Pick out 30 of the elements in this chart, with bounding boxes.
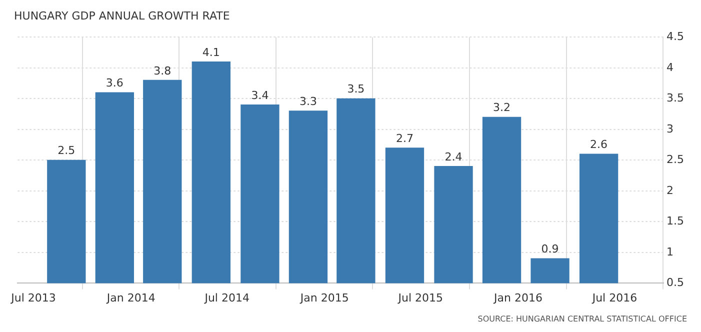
x-tick-label: Jul 2015: [397, 292, 444, 305]
data-label: 3.8: [154, 64, 172, 78]
source-note: SOURCE: HUNGARIAN CENTRAL STATISTICAL OFFICE: [478, 314, 687, 324]
data-label: 4.1: [202, 46, 220, 59]
data-label: 0.9: [541, 242, 559, 256]
x-tick-label: Jan 2015: [299, 292, 349, 305]
y-tick-label: 4.5: [666, 30, 684, 44]
x-tick-label: Jan 2014: [106, 292, 156, 305]
y-tick-label: 0.5: [666, 276, 684, 290]
y-tick-label: 3: [666, 122, 674, 136]
data-label: 2.4: [444, 150, 462, 164]
y-tick-label: 1: [666, 245, 674, 258]
data-label: 3.4: [251, 88, 269, 102]
y-tick-label: 2.5: [666, 153, 684, 166]
y-tick-label: 1.5: [666, 214, 684, 228]
data-label: 3.6: [106, 76, 124, 90]
chart-title: HUNGARY GDP ANNUAL GROWTH RATE: [14, 9, 230, 22]
data-label: 3.5: [347, 82, 365, 96]
x-tick-label: Jul 2016: [591, 292, 638, 305]
data-label: 2.6: [590, 138, 608, 152]
data-label: 2.5: [58, 144, 76, 158]
x-tick-label: Jul 2014: [204, 292, 250, 305]
x-tick-label: Jan 2016: [492, 292, 542, 305]
y-tick-label: 2: [666, 184, 674, 197]
data-label: 3.3: [299, 95, 317, 108]
y-tick-label: 3.5: [666, 92, 684, 105]
x-tick-label: Jul 2013: [10, 292, 56, 305]
data-label: 3.2: [493, 101, 511, 114]
data-label: 2.7: [396, 132, 414, 145]
y-tick-label: 4: [666, 60, 674, 74]
